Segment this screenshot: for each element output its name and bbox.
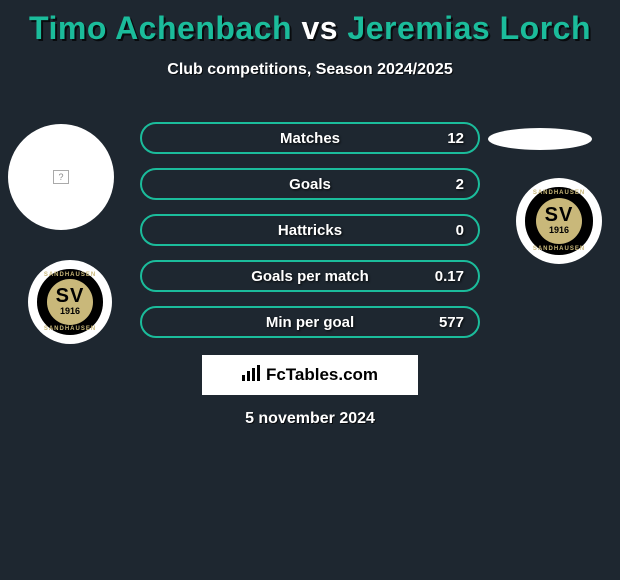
stat-row-matches: Matches 12 <box>140 122 480 154</box>
stat-right-value: 577 <box>439 314 464 331</box>
player2-name: Jeremias Lorch <box>347 10 591 46</box>
club-year: 1916 <box>60 306 80 316</box>
bar-chart-icon <box>242 365 262 386</box>
stat-row-hattricks: Hattricks 0 <box>140 214 480 246</box>
club-arc-text-top: SANDHAUSEN <box>37 272 103 278</box>
player1-name: Timo Achenbach <box>29 10 292 46</box>
player2-club-badge: SANDHAUSEN SV 1916 SANDHAUSEN <box>516 178 602 264</box>
stat-right-value: 2 <box>456 176 464 193</box>
stat-row-goals: Goals 2 <box>140 168 480 200</box>
stat-label: Goals <box>142 176 478 193</box>
club-year: 1916 <box>549 225 569 235</box>
club-arc-text-bot: SANDHAUSEN <box>525 246 592 252</box>
branding-box: FcTables.com <box>202 355 418 395</box>
page-title: Timo Achenbach vs Jeremias Lorch <box>0 0 620 47</box>
stat-label: Goals per match <box>142 268 478 285</box>
stat-row-goals-per-match: Goals per match 0.17 <box>140 260 480 292</box>
subtitle: Club competitions, Season 2024/2025 <box>0 61 620 79</box>
stat-right-value: 12 <box>447 130 464 147</box>
club-arc-text-bot: SANDHAUSEN <box>37 326 103 332</box>
stat-label: Matches <box>142 130 478 147</box>
stats-container: Matches 12 Goals 2 Hattricks 0 Goals per… <box>140 122 480 352</box>
placeholder-icon: ? <box>53 170 69 184</box>
player1-avatar: ? <box>8 124 114 230</box>
club-initials: SV <box>56 287 85 305</box>
club-arc-text-top: SANDHAUSEN <box>525 190 592 196</box>
club-initials: SV <box>545 206 574 224</box>
branding-text: FcTables.com <box>266 365 378 385</box>
stat-row-min-per-goal: Min per goal 577 <box>140 306 480 338</box>
stat-right-value: 0 <box>456 222 464 239</box>
date-label: 5 november 2024 <box>0 410 620 428</box>
stat-right-value: 0.17 <box>435 268 464 285</box>
vs-separator: vs <box>301 10 338 46</box>
stat-label: Hattricks <box>142 222 478 239</box>
stat-label: Min per goal <box>142 314 478 331</box>
player1-club-badge: SANDHAUSEN SV 1916 SANDHAUSEN <box>28 260 112 344</box>
player2-avatar-ellipse <box>488 128 592 150</box>
